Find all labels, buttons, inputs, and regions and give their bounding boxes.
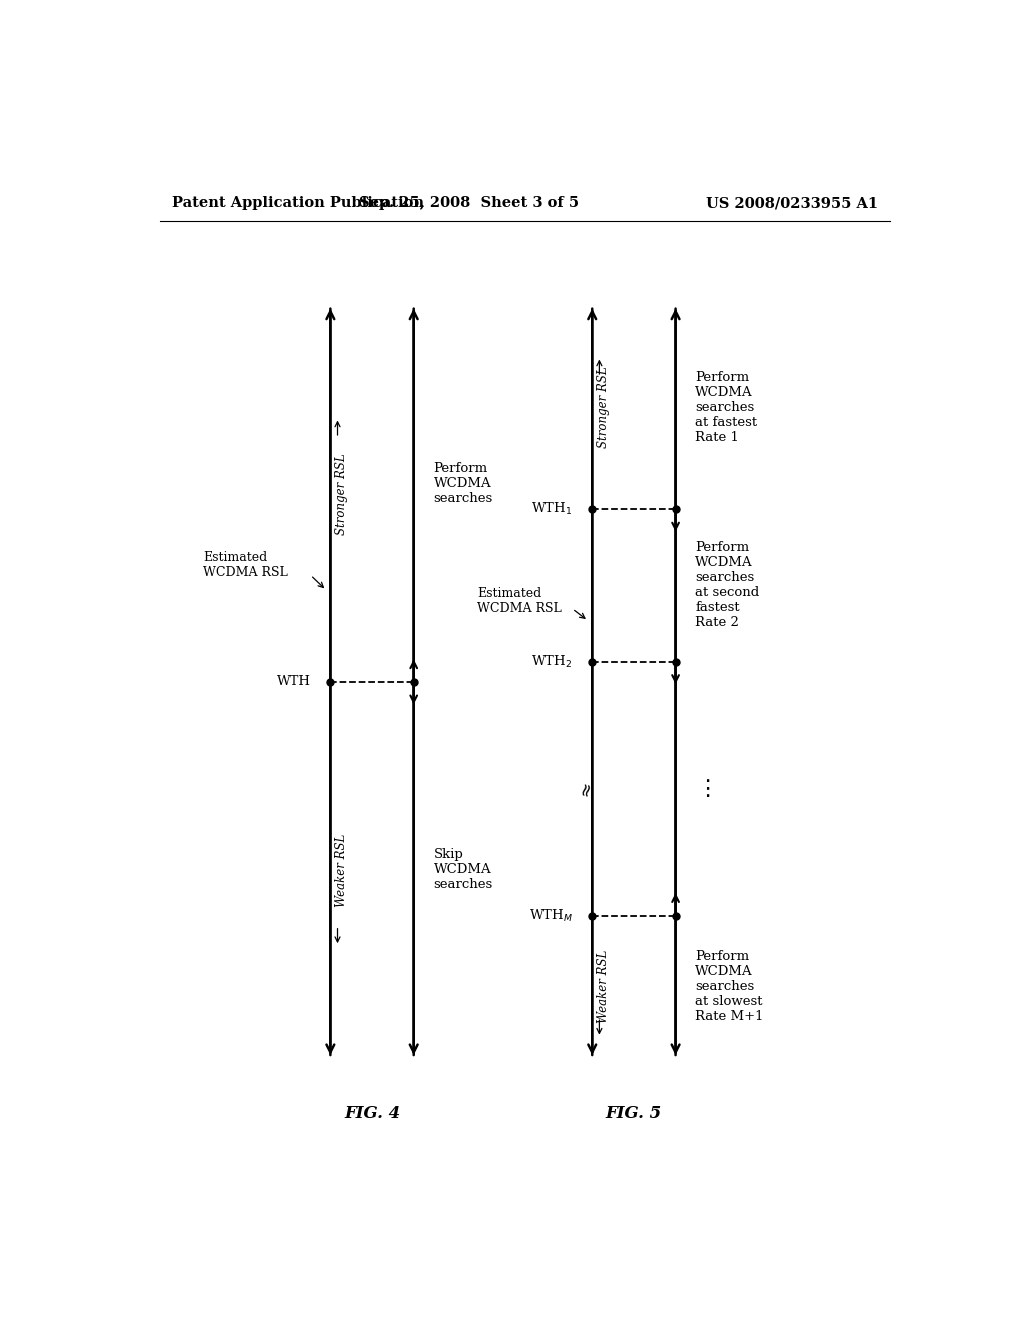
Text: Stronger RSL: Stronger RSL [597,367,610,449]
Text: Weaker RSL: Weaker RSL [597,950,610,1023]
Text: ≈: ≈ [577,779,597,799]
Text: US 2008/0233955 A1: US 2008/0233955 A1 [706,197,878,210]
Text: Sep. 25, 2008  Sheet 3 of 5: Sep. 25, 2008 Sheet 3 of 5 [359,197,580,210]
Text: Estimated
WCDMA RSL: Estimated WCDMA RSL [204,550,288,579]
Text: Perform
WCDMA
searches
at fastest
Rate 1: Perform WCDMA searches at fastest Rate 1 [695,371,758,444]
Text: Stronger RSL: Stronger RSL [335,453,348,535]
Text: Estimated
WCDMA RSL: Estimated WCDMA RSL [477,586,562,615]
Text: Skip
WCDMA
searches: Skip WCDMA searches [433,849,493,891]
Text: Perform
WCDMA
searches
at second
fastest
Rate 2: Perform WCDMA searches at second fastest… [695,541,760,630]
Text: WTH$_1$: WTH$_1$ [531,502,572,517]
Text: ⋮: ⋮ [696,779,719,799]
Text: Perform
WCDMA
searches
at slowest
Rate M+1: Perform WCDMA searches at slowest Rate M… [695,950,764,1023]
Text: Patent Application Publication: Patent Application Publication [172,197,424,210]
Text: WTH$_2$: WTH$_2$ [531,653,572,669]
Text: WTH: WTH [276,676,310,688]
Text: Perform
WCDMA
searches: Perform WCDMA searches [433,462,493,506]
Text: FIG. 4: FIG. 4 [344,1105,400,1122]
Text: WTH$_M$: WTH$_M$ [528,908,572,924]
Text: FIG. 5: FIG. 5 [606,1105,663,1122]
Text: Weaker RSL: Weaker RSL [335,833,348,907]
